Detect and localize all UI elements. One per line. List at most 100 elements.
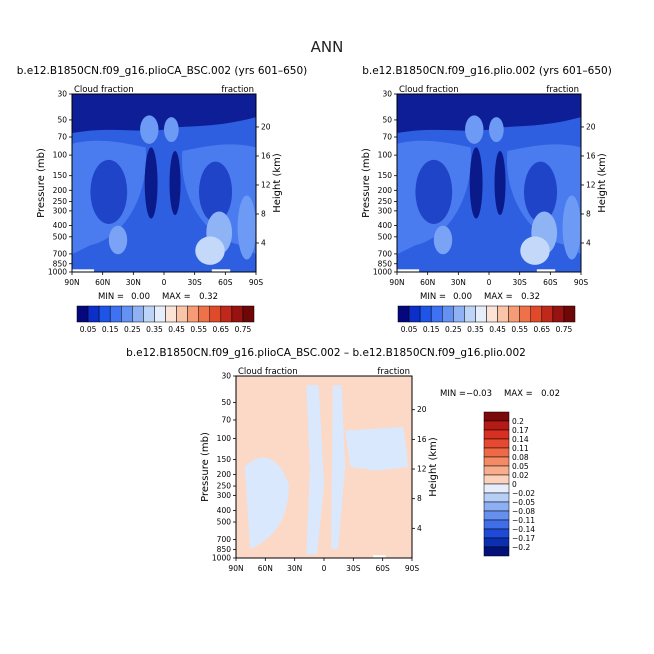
colorbar-segment [165, 305, 177, 323]
colorbar-segment [483, 519, 510, 530]
y-tick-label: 1000 [373, 268, 392, 277]
y-tick-label: 700 [53, 249, 68, 258]
field-contour-cell [195, 236, 225, 265]
max-label: MAX = [504, 389, 533, 399]
y-tick-label: 400 [53, 221, 68, 230]
y-tick-label: 850 [53, 259, 68, 268]
colorbar-label: 0 [512, 480, 517, 489]
min-label: MIN = [440, 389, 466, 399]
colorbar-segment [483, 483, 510, 494]
min-value: 0.00 [453, 292, 472, 302]
colorbar-label: 0.75 [235, 325, 252, 334]
colorbar-segment [483, 420, 510, 431]
x-tick-label: 60S [543, 278, 558, 287]
colorbar-segment [242, 305, 255, 323]
y-tick-label: 300 [217, 491, 232, 500]
panel-left-label: Cloud fraction [238, 367, 298, 377]
y-tick-label: 500 [378, 232, 393, 241]
y-tick-label: 200 [53, 186, 68, 195]
y-tick-label: 400 [378, 221, 393, 230]
y2-tick-label: 12 [586, 180, 596, 189]
colorbar-segment [483, 456, 510, 467]
colorbar-label: 0.08 [512, 453, 529, 462]
field-surface-mask [536, 269, 556, 272]
colorbar-segment [483, 528, 510, 539]
field-surface-mask [72, 269, 95, 272]
max-value: 0.32 [521, 292, 540, 302]
y2-tick-label: 4 [417, 524, 422, 533]
colorbar-segment [483, 429, 510, 440]
colorbar-label: 0.55 [511, 325, 528, 334]
colorbar-label: 0.75 [556, 325, 573, 334]
y-tick-label: 250 [217, 482, 232, 491]
field-contour-cell [90, 159, 128, 224]
colorbar-label: 0.35 [467, 325, 484, 334]
colorbar-segment [220, 305, 233, 323]
colorbar-segment [87, 305, 100, 323]
colorbar-segment [176, 305, 188, 323]
panel-title: b.e12.B1850CN.f09_g16.plio.002 (yrs 601–… [362, 65, 612, 77]
y-axis-label: Pressure (mb) [200, 432, 211, 502]
colorbar-label: 0.15 [423, 325, 440, 334]
y-tick-label: 300 [378, 206, 393, 215]
field-surface-mask [211, 269, 231, 272]
panel-left-label: Cloud fraction [399, 85, 459, 95]
field-contour-cell [469, 147, 483, 219]
y-tick-label: 850 [378, 259, 393, 268]
colorbar-segment [483, 411, 510, 422]
y-tick-label: 70 [221, 415, 231, 424]
y-tick-label: 1000 [48, 268, 67, 277]
colorbar-label: −0.2 [512, 543, 530, 552]
colorbar-segment [497, 305, 509, 323]
y-tick-label: 70 [57, 133, 67, 142]
colorbar-segment [483, 510, 510, 521]
field-contour-cell [237, 195, 256, 260]
y-tick-label: 400 [217, 506, 232, 515]
colorbar-label: 0.65 [533, 325, 550, 334]
y2-tick-label: 20 [417, 405, 427, 414]
y2-axis-label: Height (km) [428, 437, 439, 497]
y-tick-label: 30 [221, 372, 231, 381]
colorbar-label: 0.35 [146, 325, 163, 334]
x-tick-label: 30S [513, 278, 528, 287]
cloud-fraction-panel-plioCA-BSC: b.e12.B1850CN.f09_g16.plioCA_BSC.002 (yr… [17, 65, 308, 334]
colorbar-label: −0.05 [512, 498, 535, 507]
colorbar-segment [187, 305, 199, 323]
colorbar-label: 0.05 [401, 325, 418, 334]
y-tick-label: 1000 [212, 554, 231, 563]
field-contour-cell [140, 115, 159, 144]
colorbar-label: −0.08 [512, 507, 535, 516]
y-tick-label: 700 [378, 249, 393, 258]
field-contour-cell [489, 117, 504, 143]
colorbar-segment [154, 305, 166, 323]
x-tick-label: 90N [64, 278, 79, 287]
colorbar-segment [442, 305, 454, 323]
min-label: MIN = [98, 292, 124, 302]
y-tick-label: 250 [378, 197, 393, 206]
cloud-fraction-panel-plio: b.e12.B1850CN.f09_g16.plio.002 (yrs 601–… [361, 65, 612, 334]
colorbar-label: 0.45 [168, 325, 185, 334]
x-tick-label: 30N [451, 278, 466, 287]
colorbar-segment [541, 305, 554, 323]
field-contour-negative [345, 426, 409, 471]
y-tick-label: 50 [57, 115, 67, 124]
field-contour-cell [494, 150, 506, 216]
colorbar-segment [98, 305, 111, 323]
colorbar-segment [519, 305, 531, 323]
y2-tick-label: 4 [261, 238, 266, 247]
panel-left-label: Cloud fraction [74, 85, 134, 95]
panel-title: b.e12.B1850CN.f09_g16.plioCA_BSC.002 (yr… [17, 65, 308, 77]
y-tick-label: 50 [382, 115, 392, 124]
max-value: 0.02 [541, 389, 560, 399]
colorbar-label: 0.05 [80, 325, 97, 334]
y-tick-label: 50 [221, 398, 231, 407]
y2-tick-label: 12 [261, 180, 271, 189]
x-tick-label: 90S [574, 278, 589, 287]
colorbar-label: 0.15 [102, 325, 119, 334]
y-axis-label: Pressure (mb) [36, 148, 47, 218]
colorbar-label: 0.55 [190, 325, 207, 334]
colorbar-segment [453, 305, 465, 323]
colorbar-label: 0.65 [212, 325, 229, 334]
x-tick-label: 0 [487, 278, 492, 287]
